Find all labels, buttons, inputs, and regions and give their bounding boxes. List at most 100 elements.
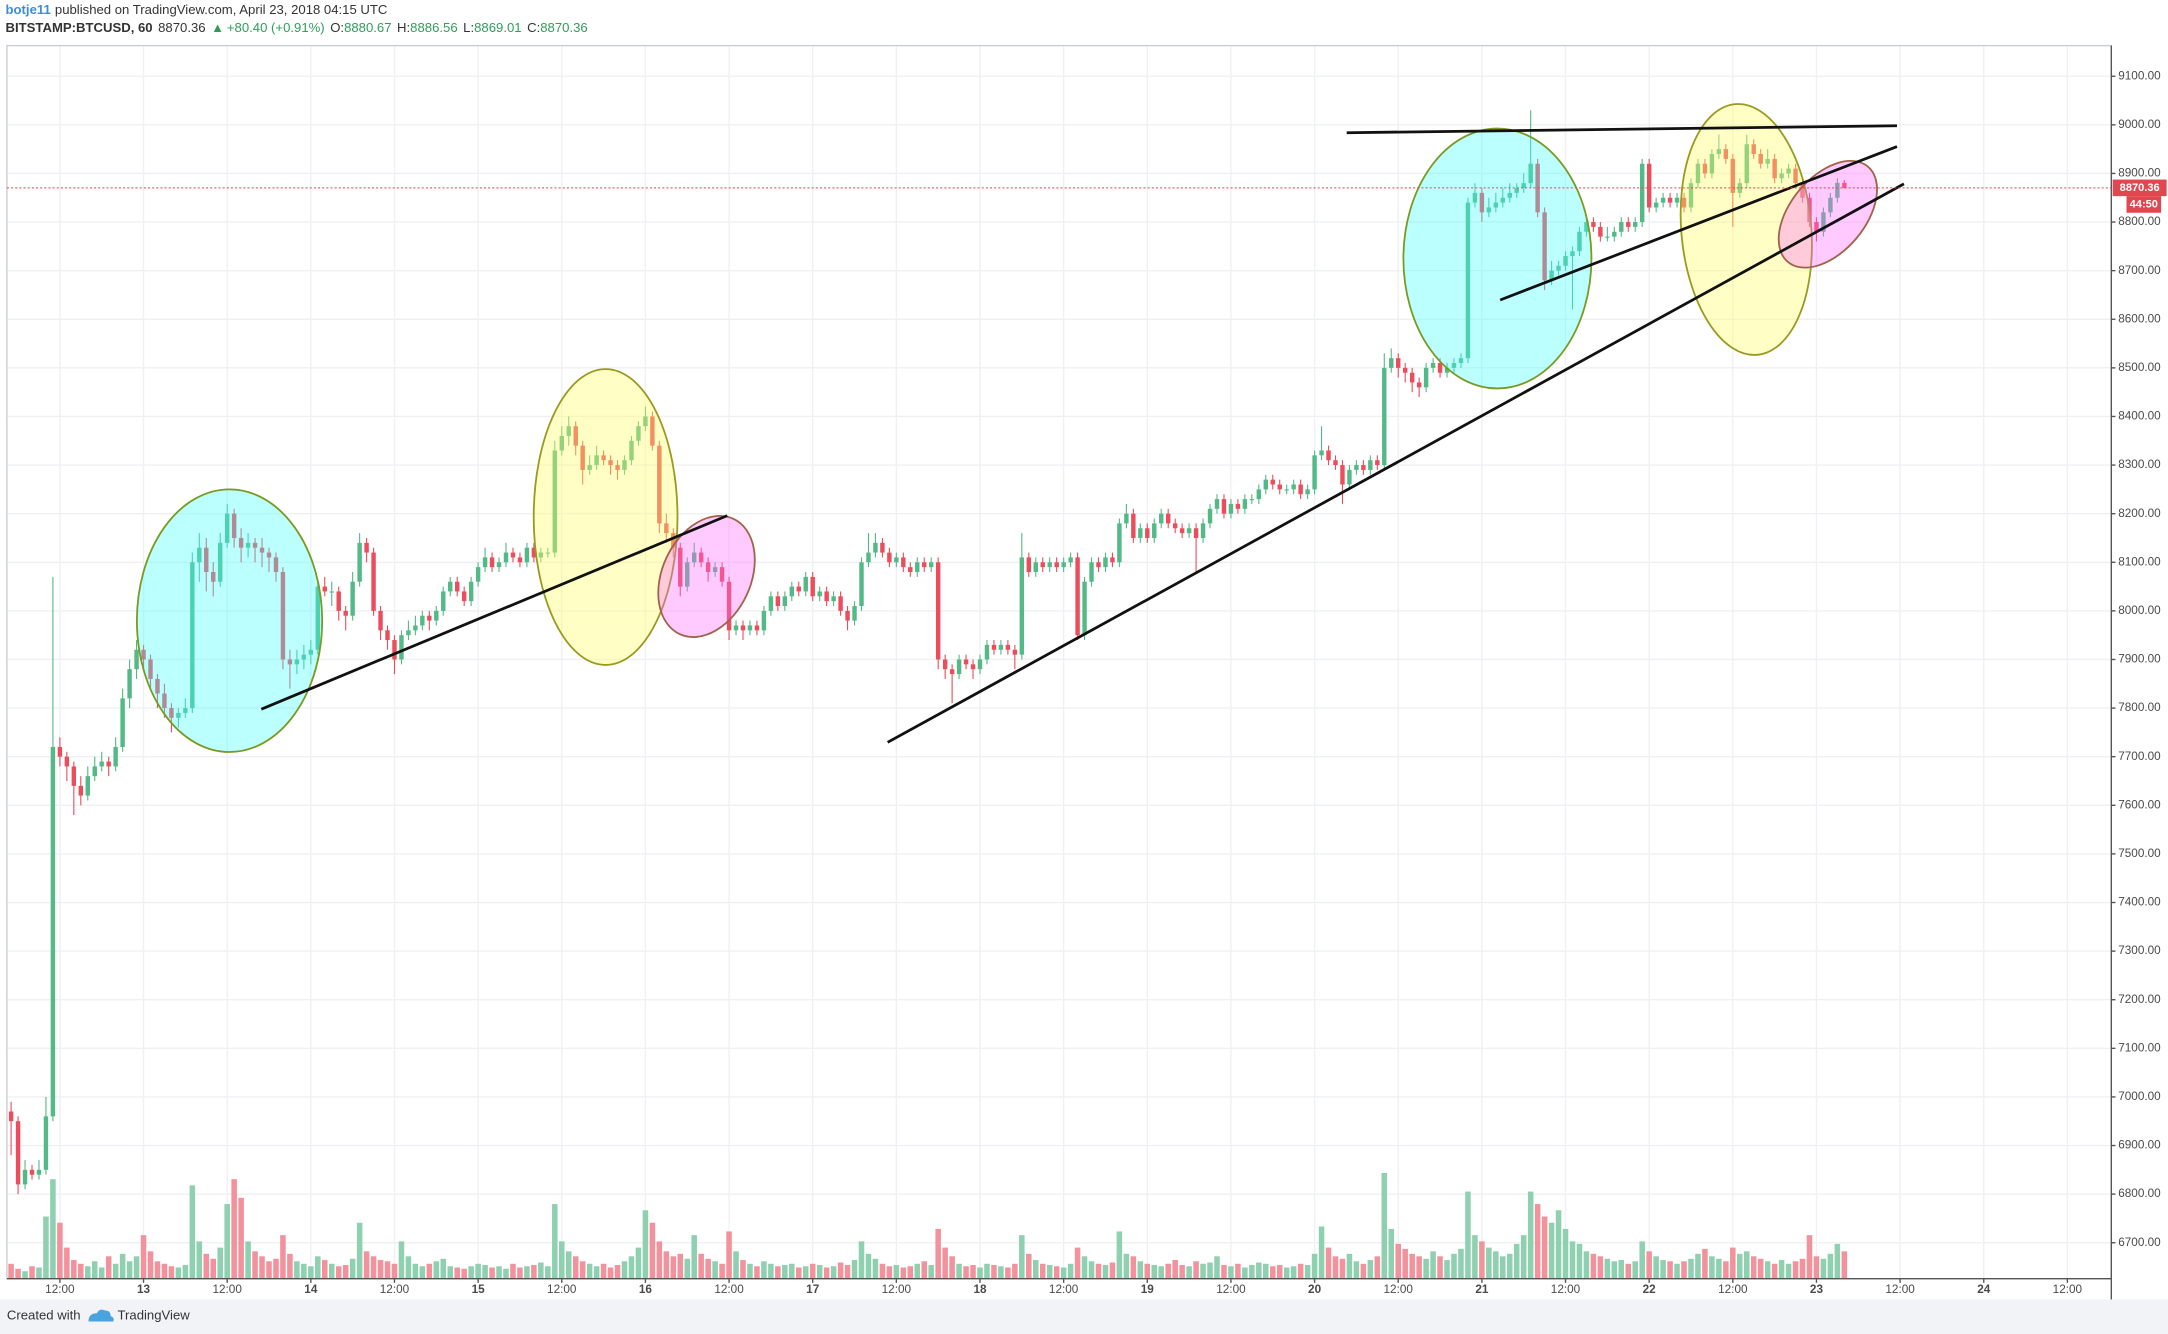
candle-body — [636, 426, 641, 441]
volume-bar — [545, 1266, 551, 1279]
volume-bar — [461, 1268, 467, 1279]
volume-bar — [628, 1256, 635, 1279]
volume-bar — [1834, 1243, 1841, 1279]
volume-bar — [203, 1253, 210, 1279]
volume-bar — [942, 1247, 948, 1279]
candle-body — [1110, 557, 1115, 563]
candle-body — [1653, 202, 1659, 208]
volume-bar — [1332, 1256, 1339, 1279]
candle-body — [1842, 182, 1847, 188]
volume-bar — [1109, 1262, 1116, 1279]
candle-body — [1416, 382, 1422, 388]
volume-bar — [851, 1260, 858, 1279]
volume-bar — [440, 1258, 447, 1279]
candle-body — [350, 581, 355, 616]
volume-bar — [747, 1263, 753, 1279]
volume-bar — [280, 1235, 286, 1279]
volume-bar — [1276, 1265, 1283, 1279]
symbol-line: BITSTAMP:BTCUSD, 60 8870.36 ▲ +80.40 (+0.91… — [6, 20, 588, 35]
volume-bar — [1367, 1260, 1374, 1279]
candle-body — [1556, 265, 1561, 271]
volume-bar — [1562, 1228, 1569, 1279]
author[interactable]: botje11 — [6, 3, 51, 18]
candle-body — [1479, 192, 1485, 213]
candle-body — [1758, 154, 1763, 164]
candle-body — [1389, 358, 1394, 368]
volume-bar — [907, 1266, 914, 1279]
candle-body — [887, 552, 892, 563]
volume-bar — [844, 1265, 851, 1279]
volume-bar — [1304, 1265, 1311, 1279]
volume-bar — [1046, 1265, 1053, 1279]
price-axis — [2111, 45, 2168, 1300]
volume-bar — [1193, 1261, 1199, 1279]
candle-body — [1026, 557, 1032, 573]
candle-body — [1298, 484, 1303, 495]
candle-body — [1221, 499, 1227, 514]
volume-bar — [1520, 1235, 1527, 1279]
x-tick-label: 15 — [472, 1283, 486, 1296]
candle-body — [810, 576, 815, 597]
candle-body — [1165, 513, 1171, 524]
candle-body — [1256, 489, 1262, 500]
candle-body — [1605, 236, 1610, 238]
volume-bar — [1465, 1191, 1471, 1279]
candle-body — [538, 552, 544, 558]
volume-bar — [1576, 1243, 1583, 1279]
volume-bar — [663, 1251, 670, 1279]
volume-bar — [412, 1263, 419, 1279]
y-tick-label: 8800.00 — [2118, 215, 2161, 228]
candle-body — [427, 615, 432, 621]
x-tick-label: 12:00 — [45, 1283, 75, 1296]
candle-body — [503, 552, 509, 563]
volume-bar — [1632, 1261, 1638, 1279]
candle-body — [935, 562, 941, 660]
candle-body — [1793, 168, 1798, 184]
volume-bar — [91, 1261, 98, 1279]
candle-body — [1207, 508, 1213, 524]
volume-bar — [649, 1222, 656, 1279]
y-tick-label: 8900.00 — [2118, 167, 2161, 180]
candle-body — [1709, 154, 1715, 174]
highlight-ellipse — [532, 368, 679, 666]
volume-bar — [921, 1261, 927, 1279]
volume-bar — [1500, 1256, 1506, 1279]
candle-body — [406, 630, 411, 636]
x-tick-label: 16 — [639, 1283, 653, 1296]
x-tick-label: 21 — [1475, 1283, 1489, 1296]
candle-body — [510, 552, 516, 558]
volume-bar — [322, 1260, 328, 1279]
y-tick-label: 8500.00 — [2118, 361, 2161, 374]
candle-body — [8, 1111, 14, 1122]
candle-body — [552, 450, 558, 553]
brand[interactable]: TradingView — [118, 1307, 191, 1322]
volume-bar — [1723, 1261, 1729, 1279]
volume-bar — [1012, 1263, 1018, 1279]
candle-body — [573, 426, 578, 446]
volume-bar — [1060, 1267, 1067, 1279]
volume-bar — [586, 1263, 593, 1279]
volume-bar — [1681, 1261, 1687, 1279]
volume-bar — [531, 1265, 537, 1279]
candle-body — [1103, 557, 1108, 568]
x-tick-label: 23 — [1810, 1283, 1824, 1296]
volume-bar — [1339, 1258, 1346, 1279]
volume-bar — [614, 1265, 621, 1279]
volume-bar — [377, 1260, 384, 1279]
y-tick-label: 9000.00 — [2118, 118, 2161, 131]
candle-body — [587, 465, 592, 470]
volume-bar — [1214, 1256, 1220, 1279]
published: published on TradingView.com, April 23, … — [55, 3, 388, 18]
candle-body — [1444, 367, 1450, 373]
candle-body — [231, 513, 237, 538]
candle-body — [92, 766, 97, 777]
volume-bar — [1479, 1241, 1485, 1279]
candle-body — [482, 557, 488, 568]
candle-body — [1368, 460, 1373, 470]
last-price: 8870.36 — [158, 20, 205, 35]
candle-body — [1333, 460, 1338, 466]
candle-body — [1493, 202, 1499, 208]
candle-body — [531, 547, 537, 558]
candle-body — [1361, 465, 1366, 470]
